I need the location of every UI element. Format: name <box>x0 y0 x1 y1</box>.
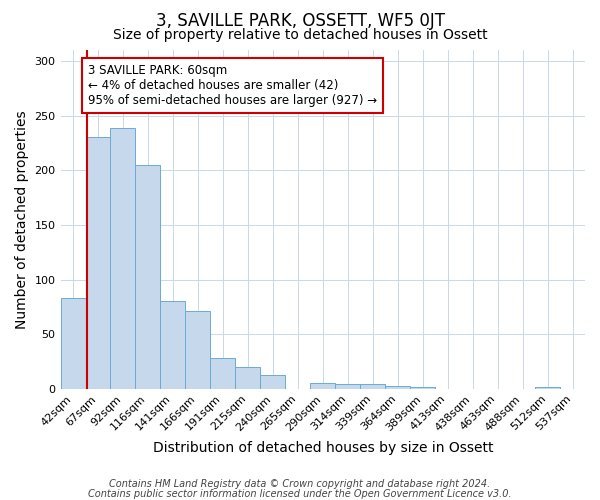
Bar <box>136 165 160 389</box>
Bar <box>360 384 385 389</box>
Bar <box>160 302 185 389</box>
Text: 3 SAVILLE PARK: 60sqm
← 4% of detached houses are smaller (42)
95% of semi-detac: 3 SAVILLE PARK: 60sqm ← 4% of detached h… <box>88 64 377 107</box>
Bar <box>211 358 235 389</box>
Bar <box>61 298 86 389</box>
Y-axis label: Number of detached properties: Number of detached properties <box>15 110 29 328</box>
X-axis label: Distribution of detached houses by size in Ossett: Distribution of detached houses by size … <box>152 441 493 455</box>
Text: Contains public sector information licensed under the Open Government Licence v3: Contains public sector information licen… <box>88 489 512 499</box>
Bar <box>535 386 560 389</box>
Bar <box>310 384 335 389</box>
Text: Size of property relative to detached houses in Ossett: Size of property relative to detached ho… <box>113 28 487 42</box>
Bar <box>185 311 211 389</box>
Bar <box>86 138 110 389</box>
Bar <box>385 386 410 389</box>
Text: 3, SAVILLE PARK, OSSETT, WF5 0JT: 3, SAVILLE PARK, OSSETT, WF5 0JT <box>155 12 445 30</box>
Bar <box>110 128 136 389</box>
Bar <box>335 384 360 389</box>
Text: Contains HM Land Registry data © Crown copyright and database right 2024.: Contains HM Land Registry data © Crown c… <box>109 479 491 489</box>
Bar <box>260 374 286 389</box>
Bar <box>410 386 435 389</box>
Bar <box>235 367 260 389</box>
